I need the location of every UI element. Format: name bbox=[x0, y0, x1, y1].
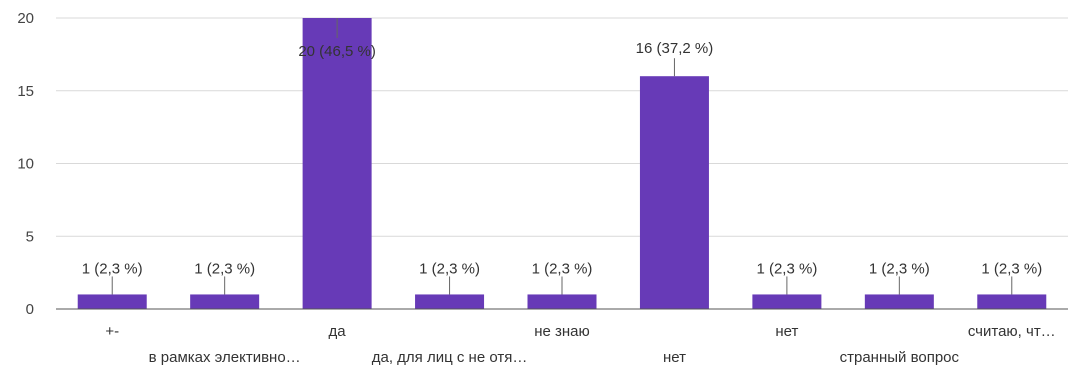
bar bbox=[752, 294, 822, 309]
y-tick-label: 5 bbox=[26, 228, 34, 245]
bar bbox=[527, 294, 597, 309]
x-tick-label: нет bbox=[775, 323, 798, 340]
y-tick-label: 0 bbox=[26, 301, 34, 318]
x-tick-label: считаю, чт… bbox=[968, 323, 1056, 340]
bar bbox=[190, 294, 260, 309]
gridlines bbox=[56, 17, 1068, 237]
bar bbox=[415, 294, 485, 309]
x-tick-label: да, для лиц с не отя… bbox=[372, 349, 528, 366]
bar bbox=[639, 76, 709, 309]
x-tick-label: не знаю bbox=[534, 323, 590, 340]
y-tick-label: 20 bbox=[17, 10, 34, 27]
data-label: 20 (46,5 %) bbox=[298, 43, 376, 60]
bars bbox=[77, 18, 1047, 309]
data-label: 1 (2,3 %) bbox=[532, 260, 593, 277]
x-tick-label: странный вопрос bbox=[840, 349, 960, 366]
data-label: 1 (2,3 %) bbox=[869, 260, 930, 277]
data-label: 1 (2,3 %) bbox=[82, 260, 143, 277]
data-label: 1 (2,3 %) bbox=[756, 260, 817, 277]
x-tick-label: нет bbox=[663, 349, 686, 366]
x-tick-label: да bbox=[329, 323, 347, 340]
data-label: 16 (37,2 %) bbox=[636, 40, 714, 57]
y-tick-label: 10 bbox=[17, 156, 34, 173]
y-tick-label: 15 bbox=[17, 83, 34, 100]
data-labels: 1 (2,3 %) 1 (2,3 %) 20 (46,5 %) 1 (2,3 %) 1 … bbox=[82, 18, 1042, 295]
bar bbox=[77, 294, 147, 309]
y-axis-ticks: 0 5 10 15 20 bbox=[17, 10, 34, 318]
data-label: 1 (2,3 %) bbox=[194, 260, 255, 277]
data-label: 1 (2,3 %) bbox=[981, 260, 1042, 277]
bar bbox=[302, 18, 372, 309]
bar bbox=[977, 294, 1047, 309]
bar bbox=[864, 294, 934, 309]
x-tick-label: +- bbox=[105, 323, 119, 340]
x-axis-labels: +- в рамках элективно… да да, для лиц с не … bbox=[105, 323, 1055, 366]
x-tick-label: в рамках элективно… bbox=[149, 349, 301, 366]
data-label: 1 (2,3 %) bbox=[419, 260, 480, 277]
